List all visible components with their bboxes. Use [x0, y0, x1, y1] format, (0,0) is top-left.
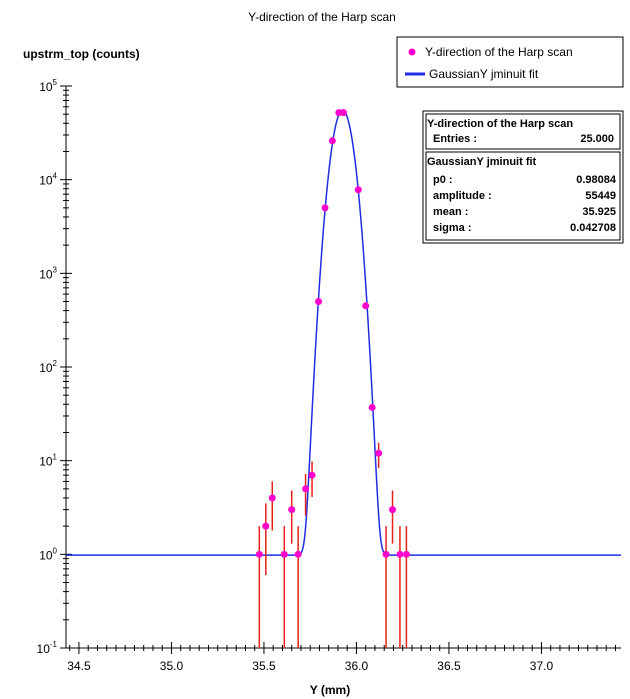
- data-point: [294, 550, 302, 558]
- x-tick-label: 36.0: [345, 659, 369, 673]
- data-point: [280, 550, 288, 558]
- data-point: [362, 302, 370, 310]
- y-axis-label: upstrm_top (counts): [23, 47, 140, 61]
- stats-box-frame: [422, 110, 624, 244]
- data-point: [268, 494, 276, 502]
- stats-row-label: mean :: [433, 206, 468, 218]
- data-point: [262, 522, 270, 530]
- stats-box-inner: [425, 113, 621, 150]
- data-point: [315, 298, 323, 306]
- legend-label-fit: GaussianY jminuit fit: [429, 67, 539, 81]
- data-point: [308, 471, 316, 479]
- y-tick-label: 105: [39, 78, 57, 94]
- data-point: [396, 550, 404, 558]
- x-tick-label: 37.0: [530, 659, 554, 673]
- x-tick-label: 35.5: [252, 659, 276, 673]
- legend-label-data: Y-direction of the Harp scan: [425, 45, 573, 59]
- errorbar-layer: [258, 442, 408, 648]
- legend: Y-direction of the Harp scan GaussianY j…: [396, 36, 624, 88]
- data-point: [375, 449, 383, 457]
- stats-box: Y-direction of the Harp scan Entries : 2…: [422, 110, 624, 244]
- stats-entries-label: Entries :: [433, 133, 477, 145]
- data-point-layer: [255, 109, 410, 558]
- data-point: [321, 204, 329, 212]
- x-axis-label: Y (mm): [310, 683, 350, 697]
- stats-row-value: 0.98084: [576, 174, 617, 186]
- stats-row-value: 0.042708: [570, 222, 616, 234]
- y-tick-label: 100: [39, 546, 57, 562]
- stats-row-label: sigma :: [433, 222, 472, 234]
- stats-row-label: p0 :: [433, 174, 453, 186]
- axes: 10-1 100 101 102 103 104 105 34.5 35.0 35.5 36.0 36…: [37, 78, 621, 673]
- y-tick-label: 101: [39, 453, 57, 469]
- data-point: [389, 506, 397, 514]
- data-point: [368, 403, 376, 411]
- data-point: [302, 485, 310, 493]
- y-tick-label: 102: [39, 359, 57, 375]
- stats-header: Y-direction of the Harp scan: [427, 118, 573, 130]
- legend-marker-data: [408, 48, 416, 56]
- y-tick-label: 104: [39, 172, 57, 188]
- legend-box: [396, 36, 624, 88]
- stats-row-value: 35.925: [582, 206, 616, 218]
- stats-entries-value: 25.000: [580, 133, 614, 145]
- data-point: [288, 506, 296, 514]
- x-tick-label: 36.5: [437, 659, 461, 673]
- x-tick-label: 34.5: [67, 659, 91, 673]
- stats-row-label: amplitude :: [433, 190, 492, 202]
- data-point: [354, 186, 362, 194]
- chart-title: Y-direction of the Harp scan: [248, 10, 396, 24]
- stats-fit-header: GaussianY jminuit fit: [427, 156, 537, 168]
- stats-row-value: 55449: [585, 190, 616, 202]
- data-point: [328, 137, 336, 145]
- y-tick-label: 10-1: [37, 640, 58, 656]
- x-tick-label: 35.0: [160, 659, 184, 673]
- y-tick-label: 103: [39, 265, 57, 281]
- data-point: [255, 550, 263, 558]
- data-point: [340, 109, 347, 117]
- data-point: [382, 550, 390, 558]
- data-point: [402, 550, 410, 558]
- stats-fit-frame: [425, 151, 621, 241]
